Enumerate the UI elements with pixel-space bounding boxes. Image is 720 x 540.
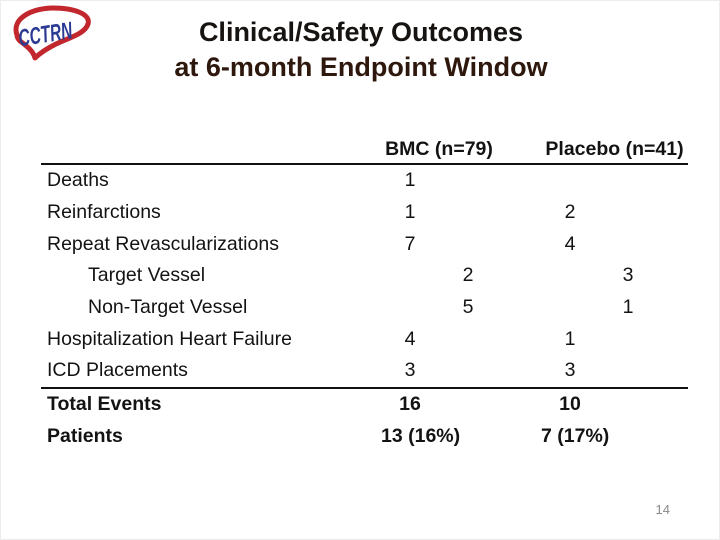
table-row-non-target-vessel: Non-Target Vessel 5 1 (41, 292, 688, 324)
bmc-sub-value: 2 (462, 264, 474, 287)
bmc-main-value: 4 (404, 327, 416, 350)
header-placebo: Placebo (n=41) (545, 138, 684, 160)
bmc-main-value: 13 (16%) (381, 424, 461, 447)
page-number: 14 (655, 502, 670, 517)
placebo-sub-value: 3 (622, 264, 634, 287)
placebo-sub-value: 1 (622, 296, 634, 319)
row-label: Deaths (47, 169, 109, 192)
row-label: Hospitalization Heart Failure (47, 327, 292, 350)
bmc-main-value: 1 (404, 169, 416, 192)
bmc-main-value: 16 (399, 393, 421, 416)
slide-title-line1: Clinical/Safety Outcomes (198, 17, 524, 47)
bmc-main-value: 1 (404, 201, 416, 224)
row-label: Reinfarctions (47, 201, 161, 224)
placebo-main-value: 1 (564, 327, 576, 350)
placebo-main-value: 7 (17%) (541, 424, 610, 447)
logo-swoosh (13, 5, 91, 61)
table-row-icd-placements: ICD Placements 3 3 (41, 355, 688, 387)
row-label-indented: Target Vessel (88, 264, 206, 287)
placebo-main-value: 2 (564, 201, 576, 224)
table-body: Deaths 1 Reinfarctions 1 2 Repeat Revasc… (41, 165, 688, 387)
bmc-sub-value: 5 (462, 296, 474, 319)
placebo-main-value: 3 (564, 359, 576, 382)
row-label: Repeat Revascularizations (47, 232, 279, 255)
table-row-repeat-revascularizations: Repeat Revascularizations 7 4 (41, 228, 688, 260)
cctrn-logo-icon: CCTRN (13, 5, 91, 61)
header-bmc: BMC (n=79) (385, 138, 493, 160)
table-row-reinfarctions: Reinfarctions 1 2 (41, 197, 688, 229)
table-header-row: BMC (n=79) Placebo (n=41) (41, 125, 688, 165)
table-row-total-events: Total Events 16 10 (41, 389, 688, 421)
row-label: ICD Placements (47, 359, 188, 382)
placebo-main-value: 10 (559, 393, 581, 416)
slide-title-line2: at 6-month Endpoint Window (174, 52, 548, 82)
table-row-target-vessel: Target Vessel 2 3 (41, 260, 688, 292)
row-label-indented: Non-Target Vessel (88, 296, 248, 319)
placebo-main-value: 4 (564, 232, 576, 255)
bmc-main-value: 7 (404, 232, 416, 255)
table-row-hospitalization-heart-failure: Hospitalization Heart Failure 4 1 (41, 323, 688, 355)
table-row-deaths: Deaths 1 (41, 165, 688, 197)
row-label: Total Events (47, 393, 162, 416)
bmc-main-value: 3 (404, 359, 416, 382)
table-totals-section: Total Events 16 10 Patients 13 (16%) 7 (… (41, 386, 688, 453)
row-label: Patients (47, 424, 123, 447)
slide-title: Clinical/Safety Outcomes at 6-month Endp… (1, 15, 719, 85)
outcomes-table: BMC (n=79) Placebo (n=41) Deaths 1 Reinf… (41, 125, 688, 452)
table-row-patients: Patients 13 (16%) 7 (17%) (41, 421, 688, 453)
